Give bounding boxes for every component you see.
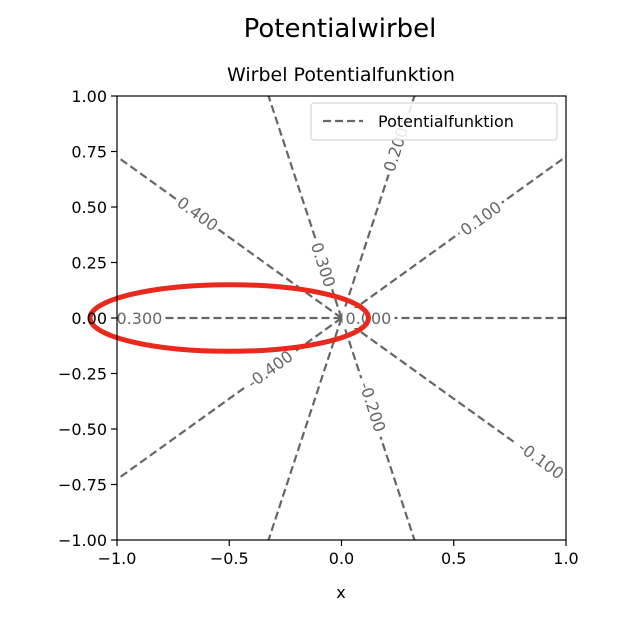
x-axis-label: x [336, 583, 345, 602]
contour-label-bg-5 [117, 308, 166, 328]
y-tick-label-7: 0.75 [71, 143, 107, 162]
contour-label-group-8: -0.100 [510, 433, 568, 487]
y-tick-label-0: −1.00 [58, 531, 107, 550]
contour-label-bg-8 [510, 433, 566, 487]
y-tick-label-3: −0.25 [58, 365, 107, 384]
y-tick-label-6: 0.50 [71, 198, 107, 217]
contour-label-bg-6 [238, 342, 301, 396]
y-tick-label-5: 0.25 [71, 254, 107, 273]
x-tick-label-3: 0.5 [441, 549, 466, 568]
contour-label-bg-7 [353, 374, 392, 440]
legend-box [310, 102, 558, 141]
legend: Potentialfunktion [310, 102, 558, 141]
contour-label-5: 0.300 [117, 309, 163, 328]
contour-label-bg-1 [453, 194, 508, 242]
legend-label: Potentialfunktion [378, 112, 514, 131]
contour-label-6: -0.400 [244, 347, 297, 393]
contour-label-4: 0.400 [173, 193, 221, 235]
x-tick-label-0: −1.0 [98, 549, 137, 568]
y-tick-label-8: 1.00 [71, 87, 107, 106]
contour-line-8 [340, 317, 416, 540]
contour-label-group-3: 0.300 [305, 236, 342, 293]
plot-area: 0.0000.1000.2000.3000.4000.300-0.400-0.2… [58, 87, 579, 568]
contour-label-bg-4 [170, 190, 225, 238]
contour-label-1: 0.100 [457, 197, 505, 239]
x-tick-label-4: 1.0 [553, 549, 578, 568]
chart-title: Wirbel Potentialfunktion [227, 64, 455, 86]
annotation-ellipse-0 [87, 282, 371, 354]
x-tick-label-1: −0.5 [210, 549, 249, 568]
x-tick-label-2: 0.0 [329, 549, 354, 568]
contour-label-7: -0.200 [355, 379, 389, 434]
contour-line-6 [117, 317, 343, 481]
y-tick-label-1: −0.75 [58, 476, 107, 495]
contour-label-group-7: -0.200 [353, 374, 392, 440]
contour-line-7 [267, 317, 343, 540]
contour-label-8: -0.100 [515, 438, 568, 484]
y-tick-label-2: −0.50 [58, 420, 107, 439]
plot-content: 0.0000.1000.2000.3000.4000.300-0.400-0.2… [117, 96, 568, 540]
contour-label-group-4: 0.400 [170, 190, 225, 238]
contour-label-bg-3 [305, 236, 342, 293]
figure-suptitle: Potentialwirbel [244, 14, 437, 44]
y-tick-label-4: 0.00 [71, 309, 107, 328]
contour-line-4 [117, 155, 343, 319]
contour-line-1 [340, 155, 566, 319]
contour-label-group-1: 0.100 [453, 194, 508, 242]
contour-label-group-5: 0.300 [117, 308, 166, 328]
contour-label-3: 0.300 [307, 240, 339, 289]
